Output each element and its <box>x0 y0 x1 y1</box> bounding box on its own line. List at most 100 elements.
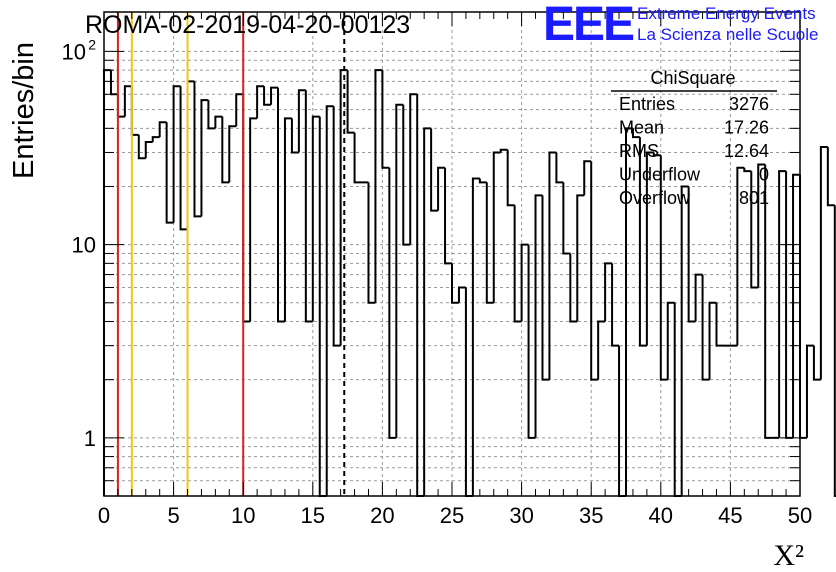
histogram-bin <box>297 89 306 153</box>
histogram-bin <box>694 273 703 322</box>
histogram-bin <box>444 167 452 265</box>
histogram-bin <box>778 170 787 438</box>
histogram-bin <box>165 122 174 224</box>
histogram-bin <box>527 244 536 439</box>
logo-mark: EEE <box>543 0 634 51</box>
histogram-bin <box>743 167 752 173</box>
histogram-bin <box>736 166 745 346</box>
histogram-bin <box>548 151 557 380</box>
histogram-bin <box>332 106 341 347</box>
grid <box>104 12 800 496</box>
histogram-bin <box>423 127 432 496</box>
histogram-bin <box>757 163 766 288</box>
stats-value: 3276 <box>729 94 769 114</box>
histogram-bin <box>812 345 821 381</box>
histogram-bin <box>541 195 550 381</box>
histogram-bin <box>179 86 188 231</box>
stats-value: 0 <box>759 165 769 185</box>
histogram-bin <box>263 86 272 106</box>
histogram-bin <box>374 69 383 303</box>
x-tick-label: 15 <box>301 503 325 528</box>
histogram-bin <box>214 115 223 129</box>
x-tick-label: 25 <box>440 503 464 528</box>
stats-label: Underflow <box>619 165 701 185</box>
histogram-bin <box>583 160 592 196</box>
histogram-bin <box>659 155 668 381</box>
x-tick-label: 35 <box>579 503 603 528</box>
histogram-bin <box>144 140 153 159</box>
x-tick-label: 0 <box>98 503 110 528</box>
histogram-bin <box>792 173 800 438</box>
x-axis-label: X² <box>773 539 804 572</box>
histogram-bin <box>221 116 230 184</box>
y-tick-label: 10 <box>62 39 86 64</box>
histogram-bin <box>631 128 640 139</box>
histogram-bin <box>367 182 376 304</box>
histogram-bin <box>819 146 828 380</box>
histogram-bin <box>409 93 418 245</box>
histogram-bin <box>437 166 446 211</box>
y-tick-label: 10 <box>72 233 96 258</box>
histogram-bin <box>701 274 710 381</box>
histogram-bin <box>534 194 543 438</box>
histogram-bin <box>597 320 606 380</box>
histogram-bin <box>492 151 501 303</box>
histogram-bin <box>270 86 278 105</box>
histogram-bin <box>325 105 334 496</box>
stats-value: 17.26 <box>724 118 769 138</box>
histogram-bin <box>680 185 689 496</box>
histogram-bin <box>256 85 265 119</box>
histogram-bin <box>193 81 202 218</box>
x-tick-label: 50 <box>788 503 812 528</box>
reference-lines <box>116 12 346 496</box>
histogram-bin <box>666 301 675 380</box>
histogram-bin <box>569 253 578 323</box>
histogram-bin <box>520 243 529 322</box>
histogram-bin <box>158 121 167 138</box>
histogram-bin <box>638 137 647 347</box>
histogram-bin <box>833 205 836 497</box>
y-axis-label: Entries/bin <box>8 42 40 179</box>
x-tick-label: 10 <box>231 503 255 528</box>
histogram-bin <box>506 149 515 207</box>
histogram-bin <box>172 85 181 223</box>
histogram-bin <box>346 70 355 134</box>
stats-label: Mean <box>619 118 664 138</box>
histogram-bin <box>652 152 661 157</box>
stats-title: ChiSquare <box>650 68 735 88</box>
x-tick-label: 45 <box>718 503 742 528</box>
histogram-bin <box>339 69 348 346</box>
histogram-bin <box>311 115 320 322</box>
histogram-bin <box>353 132 362 184</box>
histogram-bin <box>388 167 397 439</box>
histogram-bin <box>290 118 299 154</box>
histogram-bin <box>283 117 292 322</box>
histogram-bin <box>123 85 132 117</box>
histogram-bin <box>645 151 654 346</box>
stats-box: ChiSquare Entries 3276 Mean 17.26 RMS 12.64 Un… <box>611 68 777 208</box>
histogram-bin <box>235 93 244 127</box>
eee-logo: EEE Extreme Energy Events La Scienza nel… <box>543 0 818 51</box>
histogram-bin <box>750 171 759 289</box>
stats-value: 12.64 <box>724 141 769 161</box>
histogram-bin <box>499 148 508 153</box>
histogram-bin <box>485 182 494 304</box>
histogram-bin <box>562 182 571 255</box>
histogram-bin <box>457 286 466 303</box>
stats-value: 801 <box>739 188 769 208</box>
histogram-bin <box>687 186 696 323</box>
x-tick-label: 40 <box>649 503 673 528</box>
stats-label: RMS <box>619 141 659 161</box>
histogram-bin <box>151 136 160 142</box>
logo-line-1: Extreme Energy Events <box>637 4 816 23</box>
histogram-bin <box>402 104 411 246</box>
histogram-series <box>103 69 836 497</box>
histogram-bin <box>249 117 258 322</box>
stats-rows: Entries 3276 Mean 17.26 RMS 12.64 Underflow 0 Ov… <box>619 94 769 208</box>
histogram-bin <box>576 194 585 322</box>
histogram-bin <box>395 103 404 438</box>
histogram-bin <box>451 263 459 304</box>
histogram-bin <box>805 344 814 438</box>
